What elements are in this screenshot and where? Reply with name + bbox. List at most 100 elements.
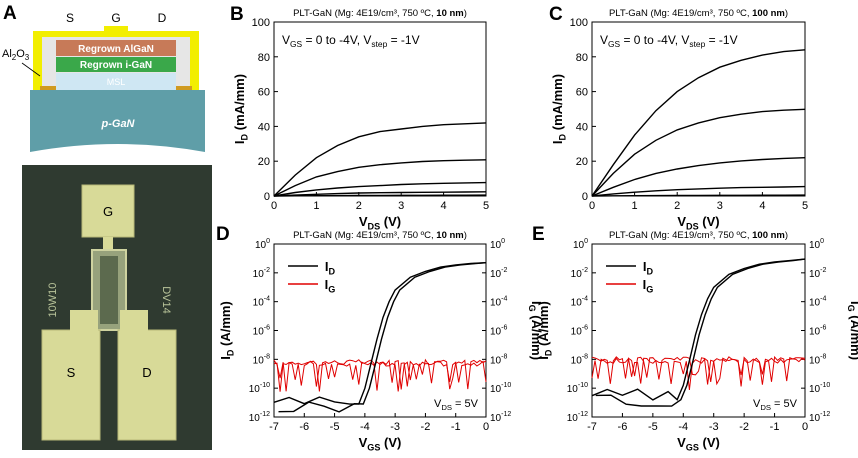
panel-a: A p-GaN Regrown AlGaN Regrown i-GaN MSL … — [2, 3, 212, 450]
ig-series-line — [591, 357, 806, 390]
micro-label-left: 10W10 — [47, 283, 59, 318]
x-tick-label: -1 — [770, 421, 780, 433]
chart-title: PLT-GaN (Mg: 4E19/cm³, 750 ºC, 10 nm) — [293, 230, 467, 241]
x-axis-label: VGS (V) — [359, 435, 402, 452]
series-line — [591, 108, 806, 197]
y-tick-label-right: 10-10 — [490, 382, 511, 395]
series-line — [273, 194, 487, 197]
series-line — [273, 159, 487, 197]
y-tick-label: 10-2 — [253, 267, 270, 280]
y-tick-label: 60 — [258, 87, 270, 99]
x-tick-label: 3 — [717, 200, 723, 212]
x-tick-label: -2 — [739, 421, 749, 433]
chart-title: PLT-GaN (Mg: 4E19/cm³, 750 ºC, 10 nm) — [293, 8, 467, 19]
gate-metal — [104, 26, 128, 34]
y-tick-label: 10-6 — [571, 325, 588, 338]
id-series-line — [591, 258, 806, 401]
msl-layer — [56, 73, 176, 90]
series-line — [591, 157, 806, 197]
p-gan-layer — [30, 90, 205, 152]
y-axis-label: ID (mA/mm) — [550, 74, 567, 144]
y-tick-label-right: 10-4 — [490, 296, 507, 309]
panel-e-chart: E PLT-GaN (Mg: 4E19/cm³, 750 ºC, 100 nm) -… — [532, 224, 858, 452]
plot-frame — [591, 243, 806, 418]
y-tick-label-right: 10-6 — [809, 325, 826, 338]
chart-annotation: VDS​ = 5V — [434, 398, 479, 412]
x-tick-label: -7 — [269, 421, 279, 433]
y-tick-label: 40 — [258, 121, 270, 133]
ohmic-left — [40, 86, 56, 90]
y-tick-label: 100 — [252, 17, 270, 29]
ig-series-line — [591, 355, 806, 387]
y-tick-label-right: 100 — [490, 238, 505, 251]
panel-letter: C — [549, 4, 563, 25]
msl-label: MSL — [107, 77, 126, 87]
y-tick-label: 100 — [570, 17, 588, 29]
x-tick-label: 0 — [589, 200, 595, 212]
x-tick-label: -6 — [618, 421, 628, 433]
y-tick-label: 80 — [258, 52, 270, 64]
panel-c-chart: C PLT-GaN (Mg: 4E19/cm³, 750 ºC, 100 nm) 0… — [549, 4, 808, 231]
y-tick-label: 10-6 — [253, 325, 270, 338]
y-axis-label-right: IG (A/mm) — [527, 301, 544, 360]
source-lead — [70, 310, 98, 334]
x-tick-label: 1 — [313, 200, 319, 212]
y-tick-label: 0 — [264, 191, 270, 203]
y-tick-label: 10-8 — [571, 353, 588, 366]
series-line — [591, 49, 806, 197]
chart-annotation: VDS​ = 5V — [753, 398, 798, 412]
x-tick-label: 3 — [398, 200, 404, 212]
x-tick-label: 4 — [441, 200, 447, 212]
x-tick-label: -5 — [330, 421, 340, 433]
y-axis-label-right: IG (A/mm) — [846, 301, 858, 360]
chart-title: PLT-GaN (Mg: 4E19/cm³, 750 ºC, 100 nm) — [609, 230, 788, 241]
y-tick-label-right: 100 — [809, 238, 824, 251]
y-tick-label: 10-8 — [253, 353, 270, 366]
x-axis-label: VGS (V) — [677, 435, 720, 452]
y-tick-label: 100 — [573, 238, 588, 251]
pad-gate-label: G — [103, 204, 113, 219]
x-tick-label: -4 — [360, 421, 370, 433]
series-line — [273, 181, 487, 197]
chart-annotation: VGS​ = 0 to -4V, Vstep​ = -1V — [282, 33, 420, 49]
x-tick-label: -2 — [421, 421, 431, 433]
ig-series-line — [273, 360, 487, 392]
y-tick-label: 60 — [576, 87, 588, 99]
x-tick-label: 2 — [674, 200, 680, 212]
contact-d-label: D — [158, 11, 167, 25]
chart-title: PLT-GaN (Mg: 4E19/cm³, 750 ºC, 100 nm) — [609, 8, 788, 19]
pad-drain — [117, 329, 177, 441]
pad-drain-label: D — [142, 365, 151, 380]
x-tick-label: -3 — [709, 421, 719, 433]
y-tick-label-right: 10-12 — [490, 411, 511, 424]
y-axis-label: ID (A/mm) — [218, 301, 235, 360]
pad-source-label: S — [67, 365, 76, 380]
contact-s-label: S — [66, 11, 74, 25]
y-tick-label: 10-4 — [571, 296, 588, 309]
y-tick-label: 100 — [255, 238, 270, 251]
legend-ig-label: IG — [325, 277, 336, 294]
drain-lead — [120, 310, 148, 334]
y-tick-label: 20 — [258, 156, 270, 168]
legend-id-label: ID — [643, 259, 654, 276]
x-tick-label: 5 — [802, 200, 808, 212]
y-axis-label: ID (mA/mm) — [232, 74, 249, 144]
panel-letter: D — [216, 224, 230, 245]
x-axis-label: VDS (V) — [677, 214, 719, 231]
igan-layer — [56, 57, 176, 72]
y-tick-label-right: 10-8 — [490, 353, 507, 366]
id-series-line — [273, 262, 487, 405]
y-tick-label-right: 10-2 — [809, 267, 826, 280]
x-axis-label: VDS (V) — [359, 214, 401, 231]
panel-d-chart: D PLT-GaN (Mg: 4E19/cm³, 750 ºC, 10 nm) -7… — [216, 224, 544, 452]
x-tick-label: 5 — [483, 200, 489, 212]
y-tick-label: 10-4 — [253, 296, 270, 309]
panel-letter: E — [532, 224, 545, 245]
y-tick-label-right: 10-12 — [809, 411, 830, 424]
y-tick-label: 10-10 — [567, 382, 588, 395]
x-tick-label: -3 — [390, 421, 400, 433]
series-line — [273, 122, 487, 197]
x-tick-label: 4 — [759, 200, 765, 212]
y-tick-label-right: 10-4 — [809, 296, 826, 309]
y-tick-label: 20 — [576, 156, 588, 168]
